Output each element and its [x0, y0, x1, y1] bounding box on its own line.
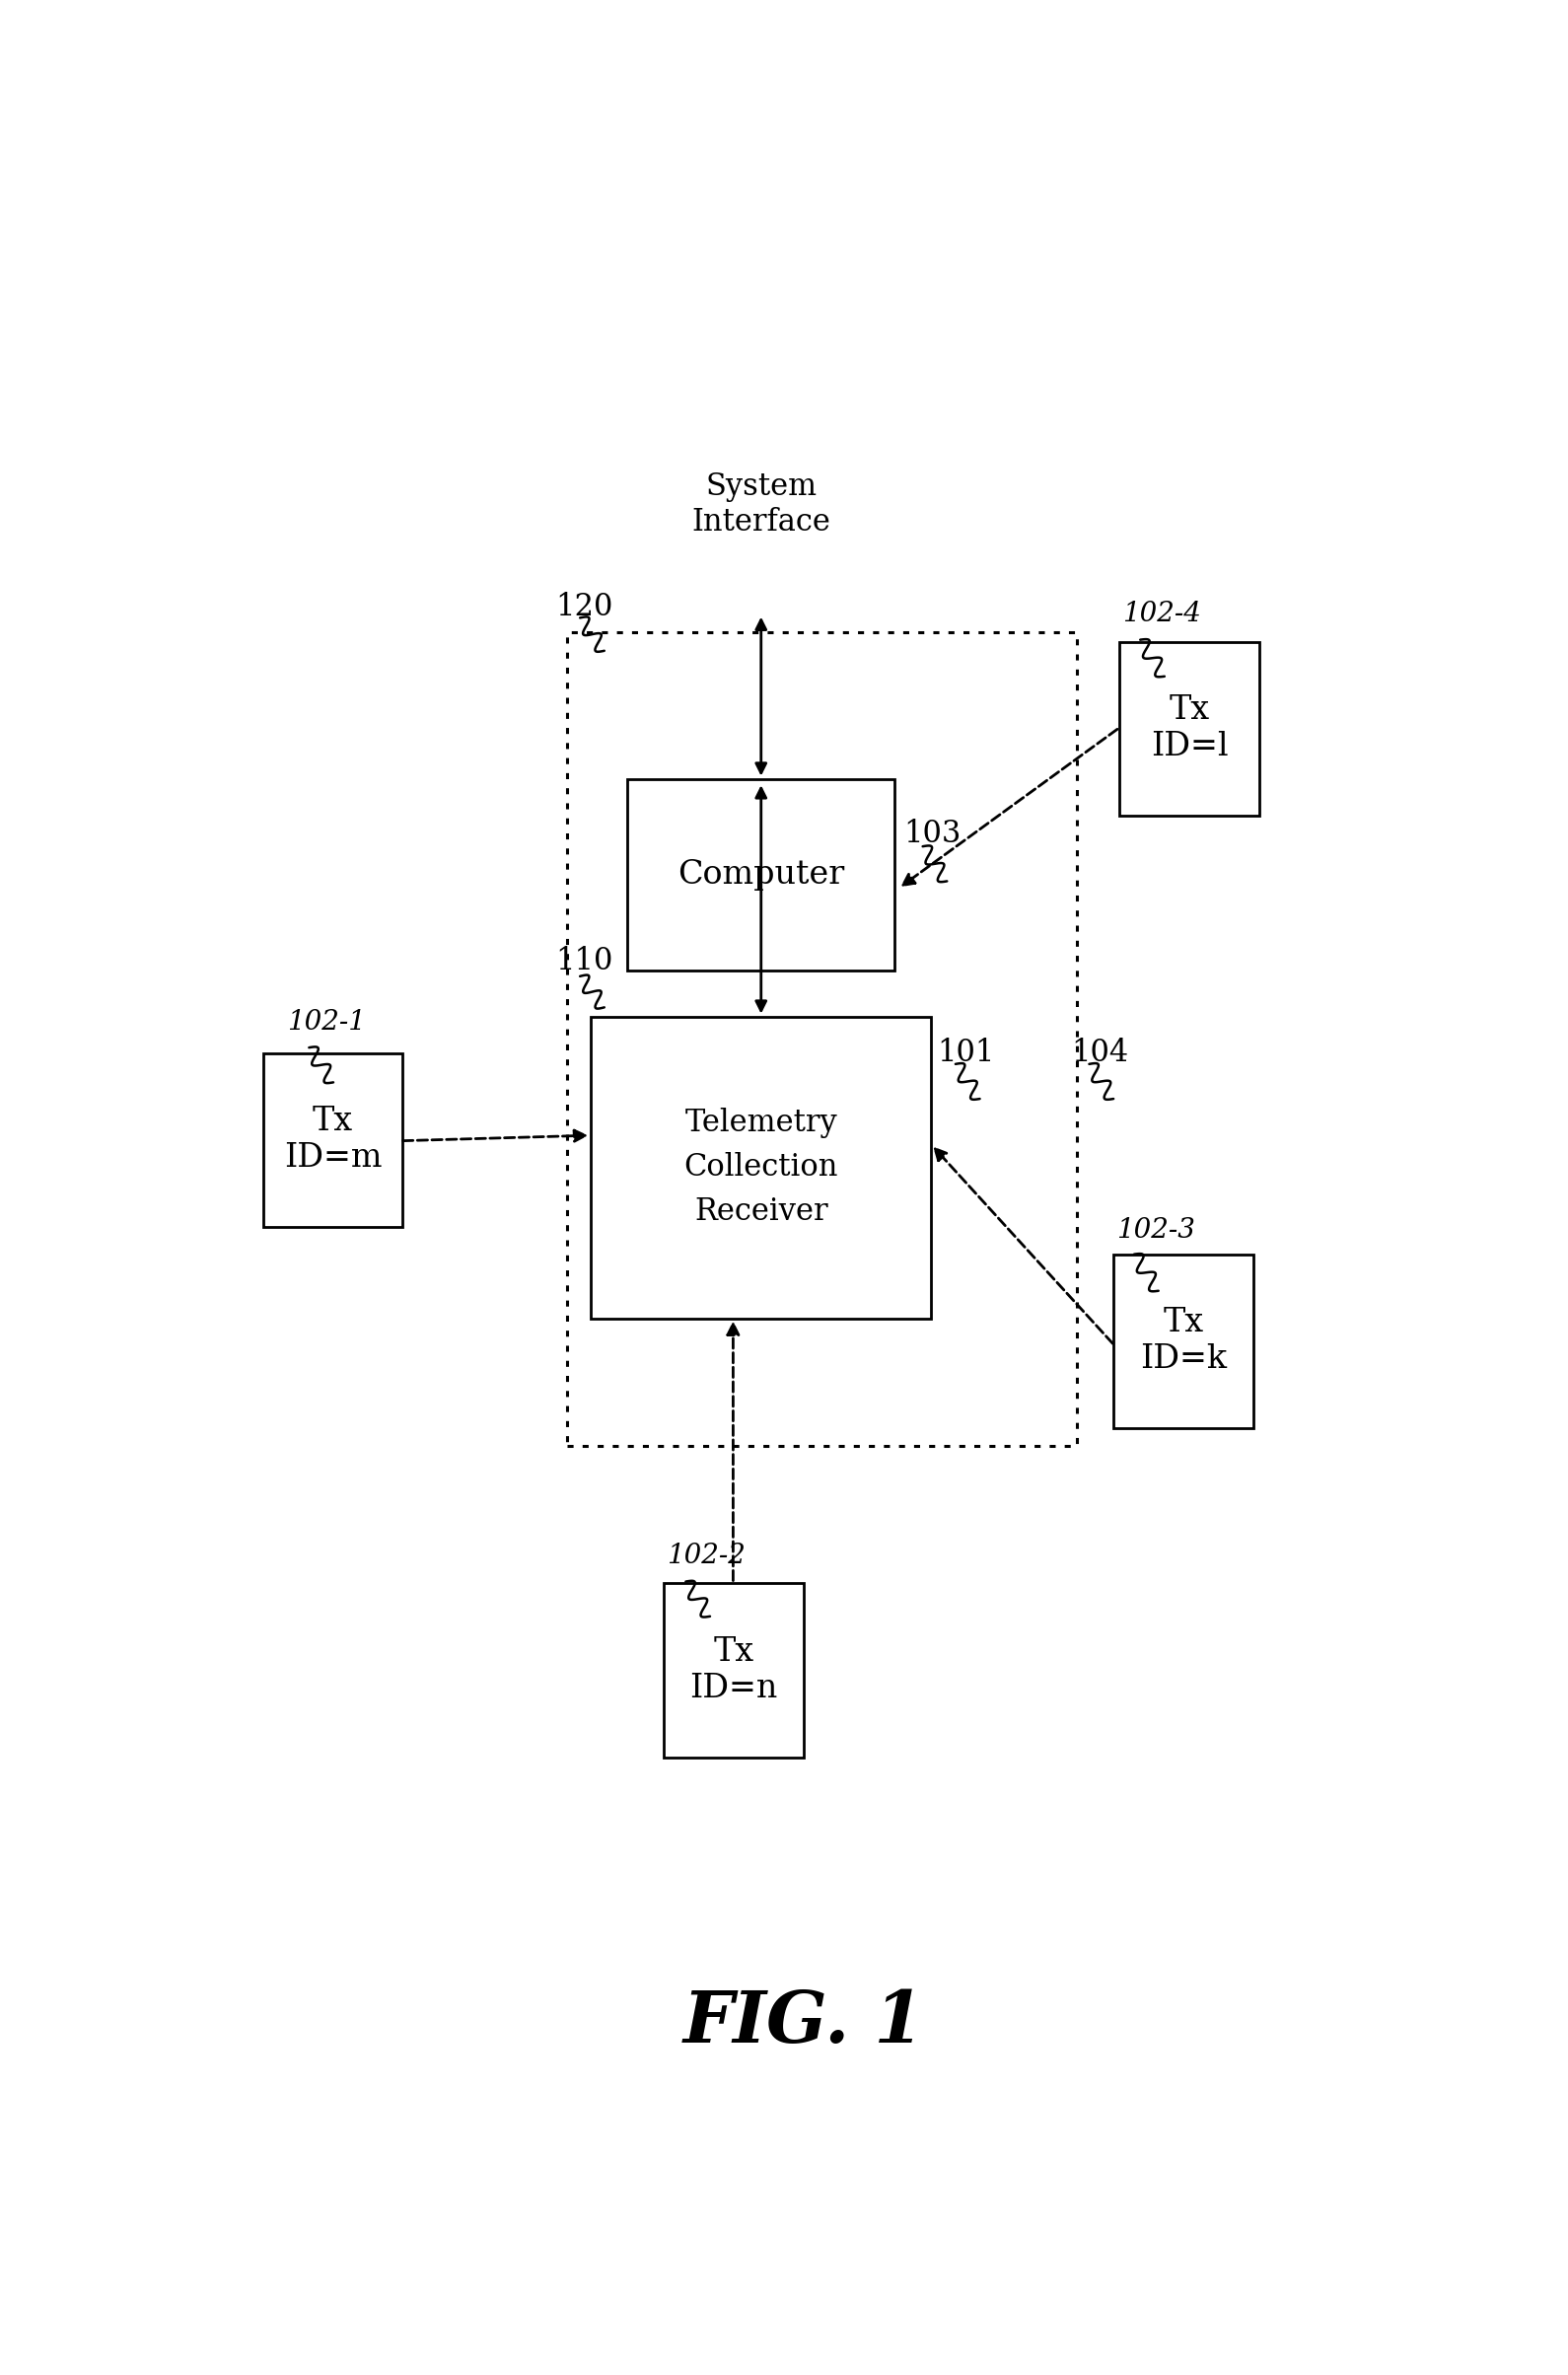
Text: Tx
ID=m: Tx ID=m [284, 1107, 381, 1173]
Text: Computer: Computer [677, 860, 845, 891]
Bar [627, 779, 895, 971]
Text: 104: 104 [1071, 1038, 1129, 1069]
Text: 110: 110 [555, 945, 613, 976]
Bar [1120, 641, 1259, 815]
Text: 103: 103 [903, 819, 961, 848]
Text: 102-4: 102-4 [1123, 601, 1201, 627]
Text: 102-3: 102-3 [1116, 1216, 1195, 1244]
Bar [1113, 1254, 1253, 1427]
Text: 120: 120 [555, 591, 613, 622]
Bar [263, 1052, 403, 1228]
Bar [591, 1016, 931, 1318]
Text: System
Interface: System Interface [691, 473, 831, 537]
Text: Tx
ID=n: Tx ID=n [690, 1636, 778, 1705]
Text: 102-1: 102-1 [287, 1009, 365, 1036]
Text: Tx
ID=k: Tx ID=k [1140, 1306, 1226, 1375]
Text: 102-2: 102-2 [666, 1544, 745, 1570]
Text: FIG. 1: FIG. 1 [684, 1988, 924, 2057]
Text: Telemetry
Collection
Receiver: Telemetry Collection Receiver [684, 1107, 839, 1228]
Text: 101: 101 [938, 1038, 994, 1069]
Bar [566, 632, 1077, 1446]
Text: Tx
ID=l: Tx ID=l [1151, 694, 1228, 762]
Bar [663, 1584, 803, 1758]
